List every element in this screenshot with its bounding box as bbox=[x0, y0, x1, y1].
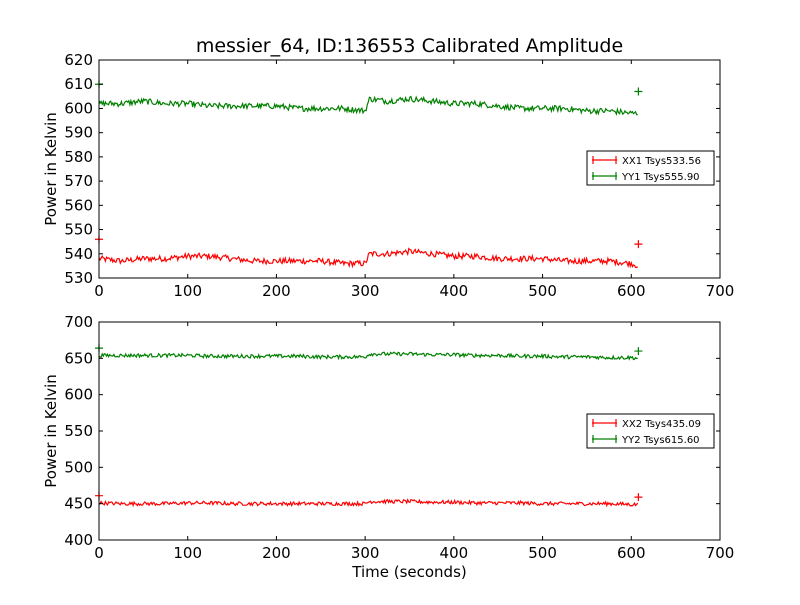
y-tick-label: 400 bbox=[64, 531, 93, 549]
x-tick-label: 500 bbox=[528, 544, 557, 562]
series-line-xx1 bbox=[98, 247, 639, 269]
x-tick-label: 200 bbox=[262, 544, 291, 562]
series-line-yy2 bbox=[98, 351, 638, 361]
x-tick-label: 100 bbox=[173, 282, 202, 300]
x-tick-label: 600 bbox=[617, 282, 646, 300]
legend: XX1 Tsys533.56 YY1 Tsys555.90 bbox=[586, 150, 715, 186]
y-tick-label: 610 bbox=[64, 75, 93, 93]
y-tick-label: 530 bbox=[64, 269, 93, 287]
y-tick-label: 700 bbox=[64, 313, 93, 331]
legend-label: YY1 Tsys555.90 bbox=[621, 172, 700, 183]
legend-marker bbox=[592, 435, 617, 443]
x-tick-label: 0 bbox=[94, 282, 104, 300]
y-tick-label: 580 bbox=[64, 148, 93, 166]
chart-panel-1: messier_64, ID:136553 Calibrated Amplitu… bbox=[42, 35, 734, 300]
x-tick-label: 400 bbox=[440, 282, 469, 300]
y-tick-label: 550 bbox=[64, 221, 93, 239]
y-tick-label: 450 bbox=[64, 495, 93, 513]
legend-label: YY2 Tsys615.60 bbox=[621, 435, 700, 446]
series-line-yy1 bbox=[98, 95, 638, 116]
legend-label: XX2 Tsys435.09 bbox=[622, 419, 701, 430]
y-tick-label: 650 bbox=[64, 349, 93, 367]
y-tick-label: 550 bbox=[64, 422, 93, 440]
y-axis-label: Power in Kelvin bbox=[42, 112, 60, 226]
y-tick-label: 500 bbox=[64, 458, 93, 476]
legend-box bbox=[586, 150, 715, 186]
legend-marker bbox=[592, 156, 617, 164]
legend-label: XX1 Tsys533.56 bbox=[622, 156, 701, 167]
x-tick-label: 300 bbox=[351, 544, 380, 562]
x-tick-label: 200 bbox=[262, 282, 291, 300]
legend-box bbox=[586, 413, 715, 449]
x-tick-label: 600 bbox=[617, 544, 646, 562]
x-tick-label: 100 bbox=[173, 544, 202, 562]
legend-marker bbox=[592, 172, 617, 180]
x-axis-label: Time (seconds) bbox=[351, 563, 467, 581]
chart-title: messier_64, ID:136553 Calibrated Amplitu… bbox=[196, 35, 623, 57]
series-marker bbox=[634, 347, 643, 356]
series-marker bbox=[634, 240, 643, 249]
axes-frame bbox=[98, 59, 721, 279]
y-tick-label: 600 bbox=[64, 99, 93, 117]
x-tick-label: 0 bbox=[94, 544, 104, 562]
legend: XX2 Tsys435.09 YY2 Tsys615.60 bbox=[586, 413, 715, 449]
x-tick-label: 700 bbox=[706, 544, 735, 562]
y-tick-label: 600 bbox=[64, 386, 93, 404]
y-axis-label: Power in Kelvin bbox=[42, 374, 60, 488]
x-tick-label: 700 bbox=[706, 282, 735, 300]
y-tick-label: 560 bbox=[64, 196, 93, 214]
y-tick-label: 540 bbox=[64, 245, 93, 263]
y-tick-label: 590 bbox=[64, 124, 93, 142]
x-tick-label: 500 bbox=[528, 282, 557, 300]
x-tick-label: 300 bbox=[351, 282, 380, 300]
series-marker bbox=[634, 493, 643, 502]
y-tick-label: 620 bbox=[64, 51, 93, 69]
y-tick-label: 570 bbox=[64, 172, 93, 190]
chart-panel-2: 400 450 500 550 600 650 700 0 100 200 300 400 500 600… bbox=[42, 313, 734, 581]
series-marker bbox=[634, 87, 643, 96]
series-line-xx2 bbox=[98, 498, 639, 508]
plot-area bbox=[95, 80, 643, 269]
legend-marker bbox=[592, 419, 617, 427]
x-tick-label: 400 bbox=[440, 544, 469, 562]
